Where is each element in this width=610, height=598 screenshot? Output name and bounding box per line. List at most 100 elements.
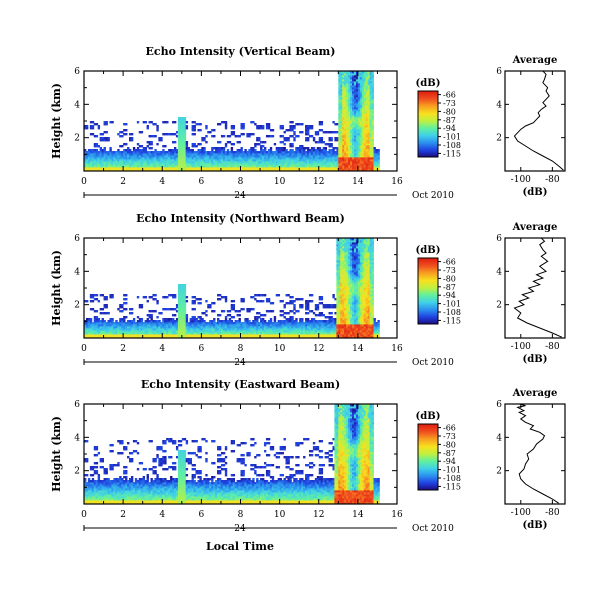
heatmap-cell	[346, 266, 349, 269]
heatmap-cell	[355, 127, 359, 130]
heatmap-cell	[160, 167, 163, 170]
heatmap-cell	[289, 135, 292, 138]
heatmap-cell	[222, 322, 226, 325]
heatmap-cell	[254, 165, 257, 168]
heatmap-cell	[299, 131, 302, 134]
heatmap-cell	[105, 334, 108, 337]
heatmap-cell	[314, 167, 318, 170]
heatmap-cell	[348, 127, 351, 130]
heatmap-cell	[371, 139, 374, 142]
heatmap-cell	[363, 139, 367, 142]
heatmap-cell	[146, 127, 149, 130]
heatmap-cell	[91, 133, 95, 136]
heatmap-cell	[328, 163, 331, 166]
heatmap-cell	[281, 127, 284, 130]
heatmap-cell	[152, 163, 155, 166]
heatmap-cell	[87, 153, 91, 156]
heatmap-cell	[293, 127, 296, 130]
heatmap-cell	[250, 161, 253, 164]
heatmap-cell	[355, 123, 359, 126]
heatmap-cell	[285, 155, 288, 158]
heatmap-cell	[353, 155, 357, 158]
heatmap-cell	[324, 332, 327, 335]
heatmap-cell	[289, 149, 292, 152]
heatmap-cell	[365, 135, 369, 138]
heatmap-cell	[95, 159, 99, 162]
heatmap-cell	[328, 336, 331, 339]
heatmap-cell	[183, 137, 187, 140]
heatmap-cell	[224, 127, 228, 130]
heatmap-cell	[234, 165, 237, 168]
heatmap-cell	[111, 159, 114, 162]
heatmap-cell	[179, 292, 183, 295]
heatmap-cell	[271, 151, 275, 154]
heatmap-cell	[328, 304, 331, 307]
heatmap-cell	[191, 302, 194, 305]
heatmap-cell	[275, 167, 279, 170]
heatmap-cell	[361, 129, 365, 132]
heatmap-cell	[330, 328, 333, 331]
heatmap-cell	[348, 330, 351, 333]
heatmap-cell	[365, 101, 369, 104]
heatmap-cell	[162, 165, 165, 168]
heatmap-cell	[332, 296, 335, 299]
heatmap-cell	[242, 334, 245, 337]
heatmap-cell	[344, 133, 347, 136]
heatmap-cell	[156, 322, 159, 325]
heatmap-cell	[91, 159, 95, 162]
heatmap-cell	[344, 115, 347, 118]
heatmap-cell	[127, 155, 130, 158]
heatmap-cell	[138, 155, 142, 158]
heatmap-cell	[128, 308, 132, 311]
heatmap-cell	[213, 147, 216, 150]
heatmap-cell	[209, 332, 212, 335]
heatmap-cell	[371, 107, 374, 110]
heatmap-cell	[119, 332, 122, 335]
heatmap-cell	[228, 322, 232, 325]
heatmap-cell	[164, 165, 167, 168]
profile-y-tick-label: 4	[496, 100, 502, 110]
heatmap-cell	[348, 284, 351, 287]
heatmap-cell	[338, 288, 341, 291]
heatmap-cell	[352, 264, 355, 267]
heatmap-cell	[295, 324, 298, 327]
heatmap-cell	[346, 260, 349, 263]
heatmap-cell	[183, 306, 187, 309]
heatmap-cell	[205, 159, 208, 162]
heatmap-cell	[328, 322, 331, 325]
heatmap-cell	[350, 71, 353, 74]
heatmap-cell	[260, 330, 263, 333]
heatmap-cell	[191, 320, 194, 323]
heatmap-cell	[369, 71, 372, 74]
heatmap-cell	[181, 167, 185, 170]
heatmap-cell	[189, 328, 192, 331]
heatmap-cell	[177, 137, 181, 140]
heatmap-cell	[187, 155, 191, 158]
heatmap-cell	[97, 334, 101, 337]
heatmap-cell	[281, 125, 284, 128]
heatmap-cell	[242, 125, 245, 128]
heatmap-cell	[340, 119, 343, 122]
heatmap-cell	[242, 127, 245, 130]
heatmap-cell	[226, 157, 230, 160]
heatmap-cell	[352, 268, 355, 271]
heatmap-cell	[232, 131, 236, 134]
heatmap-cell	[275, 324, 279, 327]
heatmap-cell	[162, 133, 165, 136]
heatmap-cell	[342, 328, 345, 331]
heatmap-cell	[359, 81, 363, 84]
heatmap-cell	[307, 147, 310, 150]
heatmap-cell	[142, 121, 146, 124]
heatmap-cell	[234, 336, 237, 339]
heatmap-cell	[357, 139, 361, 142]
heatmap-cell	[152, 157, 155, 160]
heatmap-cell	[330, 139, 333, 142]
heatmap-cell	[158, 330, 161, 333]
heatmap-cell	[123, 330, 126, 333]
heatmap-cell	[367, 161, 371, 164]
heatmap-cell	[242, 163, 245, 166]
heatmap-cell	[348, 242, 351, 245]
heatmap-cell	[326, 332, 329, 335]
heatmap-cell	[279, 328, 282, 331]
